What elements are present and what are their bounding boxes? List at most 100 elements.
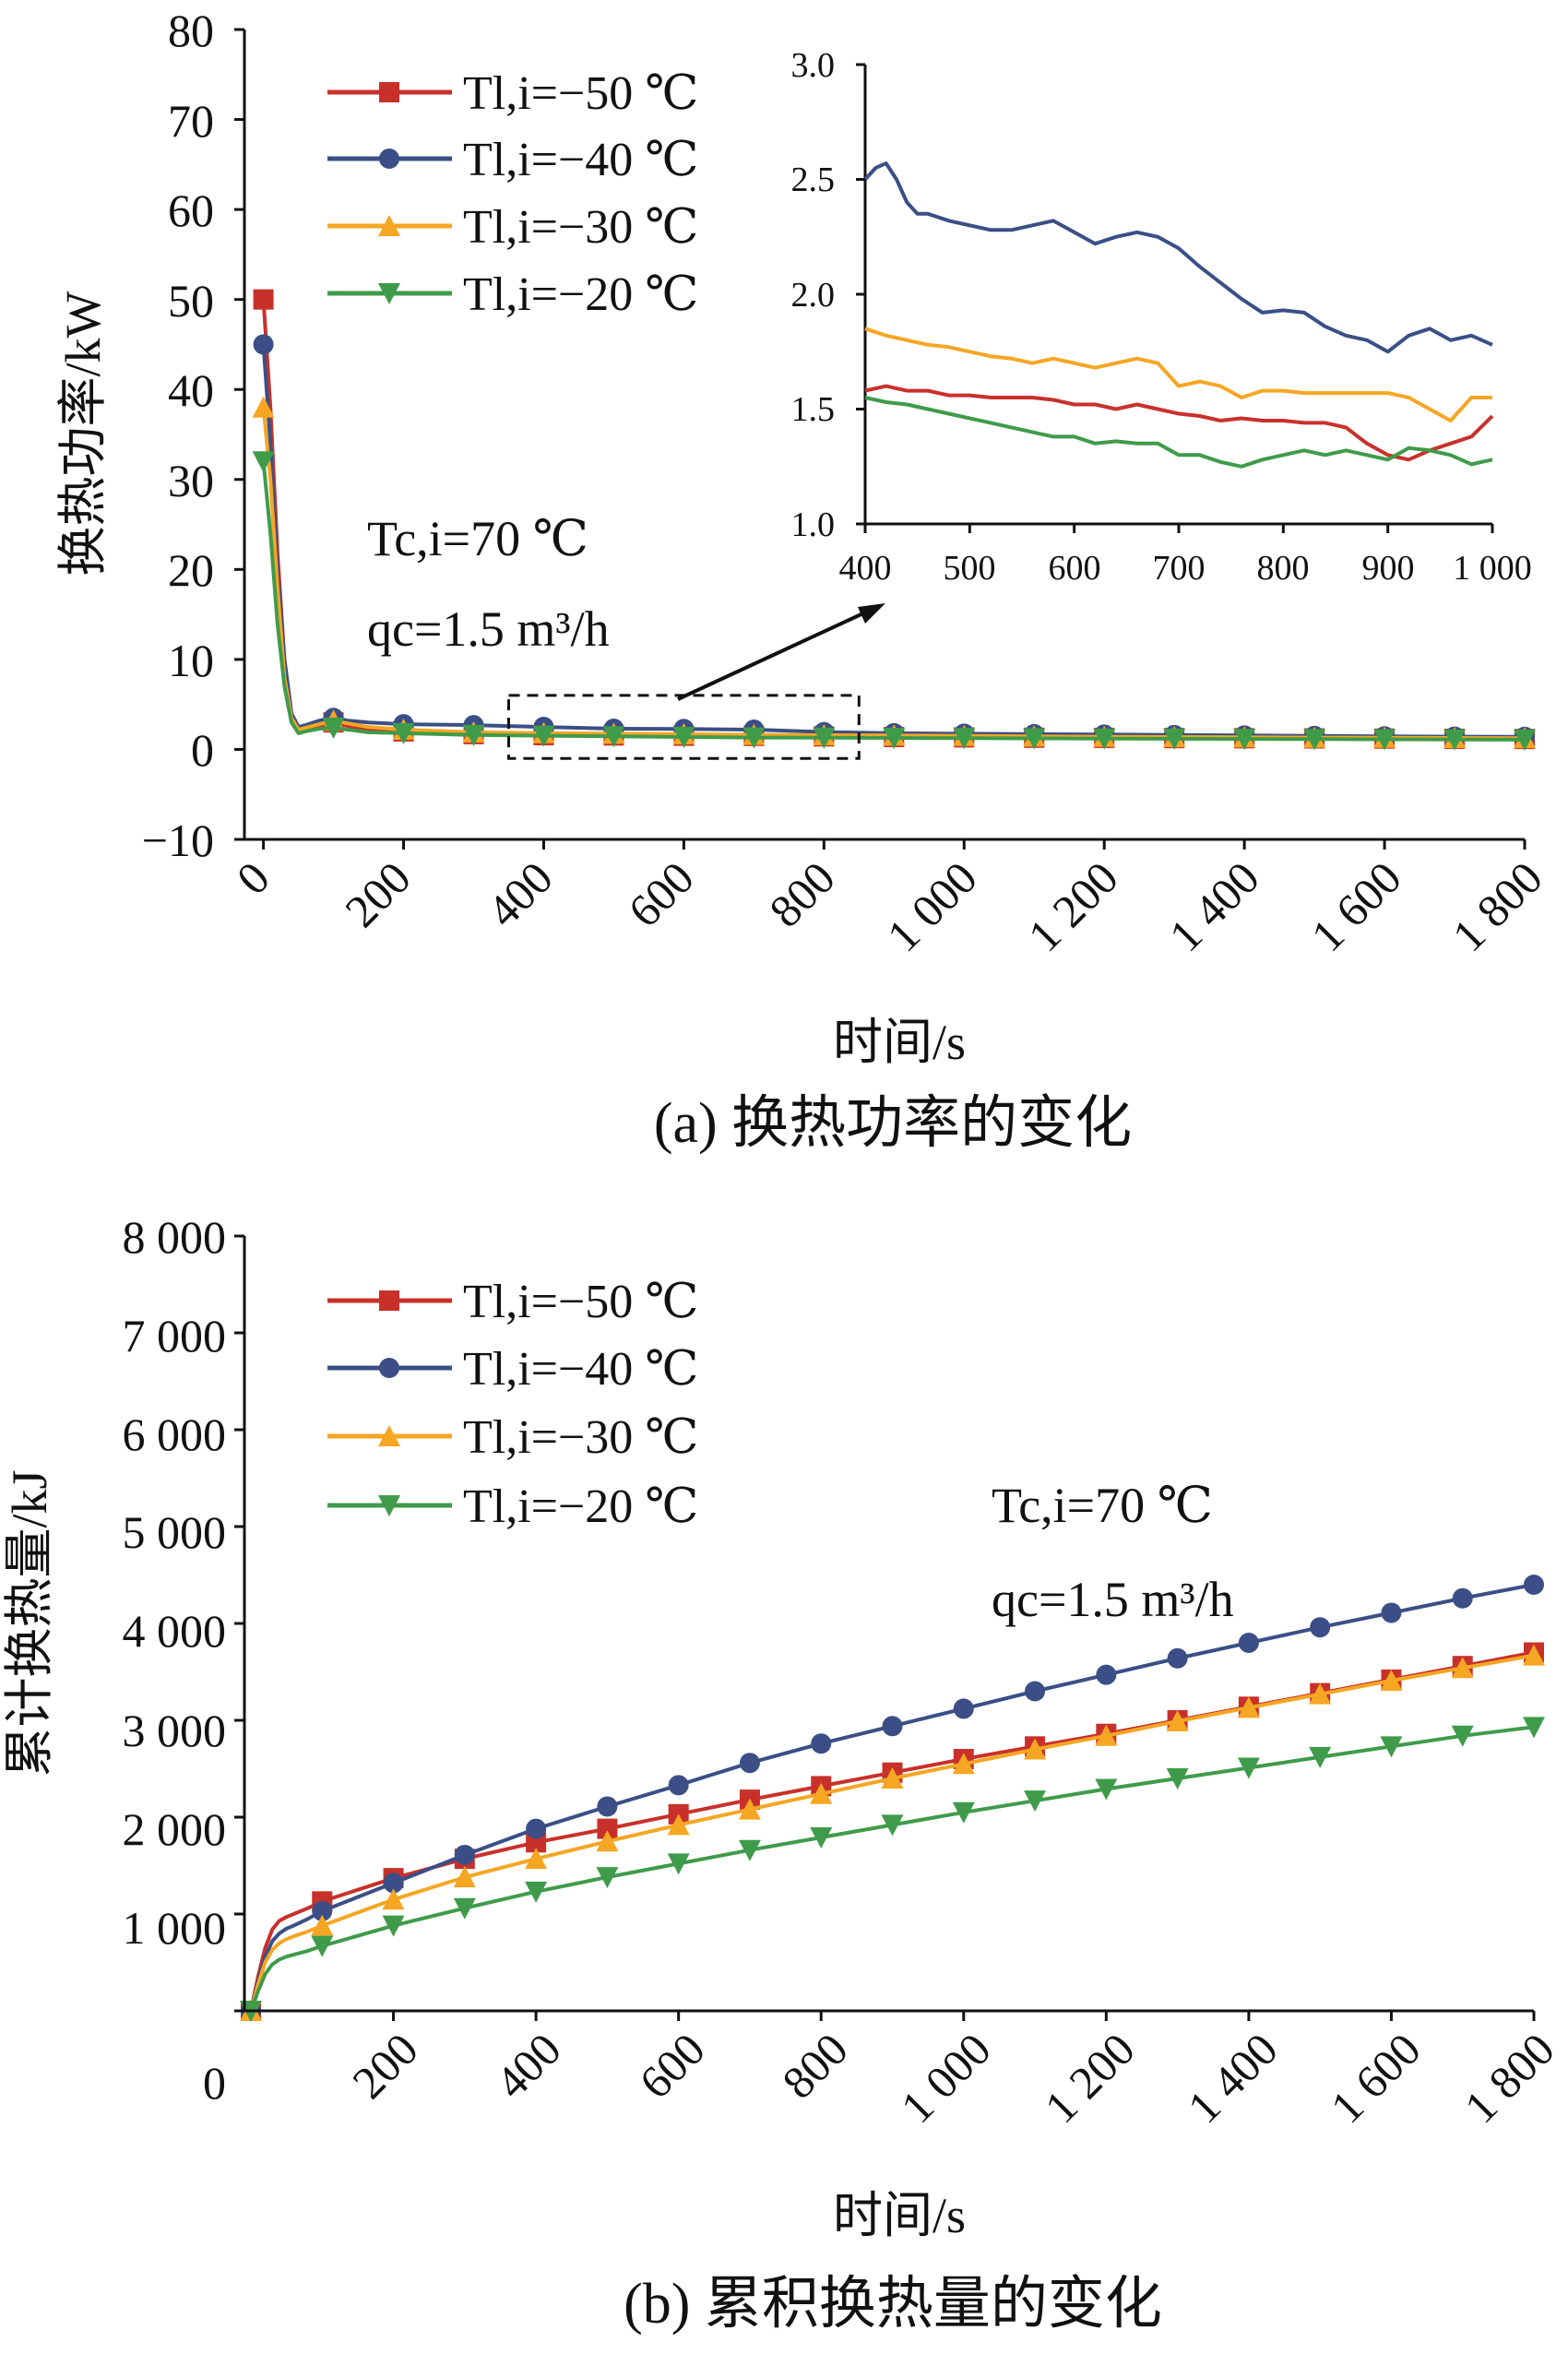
chart-b-annotation-qc: qc=1.5 m³/h xyxy=(992,1572,1234,1627)
data-point-m30 xyxy=(596,1830,619,1852)
data-point-m20 xyxy=(1023,728,1046,750)
data-point-m20 xyxy=(1233,729,1256,751)
data-point-m30 xyxy=(1523,1644,1545,1666)
data-point-m20 xyxy=(1163,728,1186,750)
legend-item-m30: Tl,i=−30 ℃ xyxy=(327,201,698,254)
data-point-m30 xyxy=(1309,1682,1332,1705)
data-point-m40 xyxy=(739,1753,760,1774)
legend-item-m20: Tl,i=−20 ℃ xyxy=(327,268,698,321)
chart-a-y-tick: 50 xyxy=(168,275,214,327)
data-point-m20 xyxy=(1309,1746,1332,1768)
legend-label: Tl,i=−50 ℃ xyxy=(463,67,698,120)
data-point-m50 xyxy=(253,289,274,310)
data-point-m20 xyxy=(252,451,275,473)
data-point-m20 xyxy=(1303,729,1326,751)
circle-marker-icon xyxy=(379,1358,399,1378)
data-point-m30 xyxy=(1380,1669,1403,1691)
series-line-m30 xyxy=(261,407,1526,741)
legend-label: Tl,i=−30 ℃ xyxy=(463,1411,698,1464)
chart-a-y-tick: 10 xyxy=(168,635,214,686)
inset-marks xyxy=(856,63,1494,533)
legend-item-m40: Tl,i=−40 ℃ xyxy=(327,134,698,186)
data-point-m20 xyxy=(1443,729,1467,751)
data-point-m20 xyxy=(322,718,345,740)
chart-a-y-tick-labels: 80 70 60 50 40 30 20 10 0 −10 xyxy=(142,5,214,866)
data-point-m40 xyxy=(454,1844,475,1865)
data-point-m40 xyxy=(1096,1664,1117,1685)
chart-a-x-tick: 600 xyxy=(618,851,704,937)
inset-x-tick: 900 xyxy=(1362,549,1415,588)
chart-a-caption: (a) 换热功率的变化 xyxy=(654,1092,1132,1155)
chart-a-y-tick: −10 xyxy=(142,814,214,866)
chart-b-y-tick: 6 000 xyxy=(123,1409,227,1460)
triangle-down-marker-icon xyxy=(378,1495,400,1516)
triangle-down-marker-icon xyxy=(378,283,400,304)
chart-a-annotation-tc: Tc,i=70 ℃ xyxy=(367,511,588,566)
inset-x-tick: 800 xyxy=(1257,549,1310,588)
square-marker-icon xyxy=(379,1290,399,1311)
data-point-m20 xyxy=(667,1853,690,1875)
chart-a-y-tick: 30 xyxy=(168,455,214,506)
data-point-m20 xyxy=(672,726,695,748)
data-point-m40 xyxy=(253,334,274,355)
legend-item-m40: Tl,i=−40 ℃ xyxy=(327,1343,698,1396)
circle-marker-icon xyxy=(379,149,399,169)
data-point-m30 xyxy=(1237,1696,1260,1718)
chart-a-legend: Tl,i=−50 ℃ Tl,i=−40 ℃ Tl,i=−30 ℃ Tl,i=−2… xyxy=(327,67,698,321)
inset-x-tick: 700 xyxy=(1153,549,1206,588)
chart-b-x-tick: 800 xyxy=(772,2023,858,2109)
data-point-m20 xyxy=(462,724,485,746)
chart-a-y-tick: 40 xyxy=(168,364,214,416)
legend-item-m50: Tl,i=−50 ℃ xyxy=(327,67,698,120)
data-point-m30 xyxy=(252,396,275,418)
legend-item-m50: Tl,i=−50 ℃ xyxy=(327,1276,698,1328)
data-point-m30 xyxy=(311,1914,334,1936)
chart-b-x-tick-labels: 200 400 600 800 1 000 1 200 1 400 1 600 … xyxy=(342,2023,1564,2133)
data-point-m40 xyxy=(1381,1602,1402,1623)
data-point-m20 xyxy=(1523,1717,1545,1739)
data-point-m30 xyxy=(1166,1710,1189,1732)
chart-b-y-tick: 2 000 xyxy=(123,1803,227,1855)
data-point-m40 xyxy=(953,1698,974,1719)
inset-series-line-m50 xyxy=(864,384,1494,462)
data-point-m20 xyxy=(1093,728,1116,750)
chart-a-y-axis-title: 换热功率/kW xyxy=(55,291,111,576)
data-point-m30 xyxy=(952,1753,975,1775)
series-line-m30 xyxy=(249,1653,1535,2012)
inset-y-tick: 3.0 xyxy=(791,46,836,85)
inset-series-line-m30 xyxy=(864,327,1492,422)
data-point-m40 xyxy=(811,1733,832,1754)
chart-a-y-tick: 70 xyxy=(168,95,214,147)
chart-a-inset: 3.0 2.5 2.0 1.5 1.0 400 500 600 700 800 … xyxy=(791,46,1532,588)
data-point-m40 xyxy=(1167,1647,1188,1669)
data-point-m20 xyxy=(952,1801,975,1824)
legend-item-m30: Tl,i=−30 ℃ xyxy=(327,1411,698,1464)
chart-b-y-tick: 3 000 xyxy=(123,1705,227,1756)
inset-series-line-m20 xyxy=(864,396,1493,469)
inset-y-tick: 2.5 xyxy=(791,160,836,199)
data-point-m50 xyxy=(597,1818,618,1839)
data-point-m40 xyxy=(383,1872,404,1894)
chart-b-y-axis-title: 累计换热量/kJ xyxy=(2,1469,57,1777)
data-point-m30 xyxy=(738,1798,761,1820)
legend-label: Tl,i=−20 ℃ xyxy=(463,1480,698,1533)
data-point-m40 xyxy=(312,1900,333,1921)
data-point-m30 xyxy=(1451,1657,1474,1679)
series-line-m20 xyxy=(249,1725,1535,2012)
chart-b-x-tick: 600 xyxy=(629,2023,715,2109)
data-point-m30 xyxy=(1024,1738,1047,1760)
data-point-m20 xyxy=(392,722,415,744)
chart-a-x-tick: 800 xyxy=(759,851,845,937)
data-point-m20 xyxy=(810,1827,833,1849)
chart-a-y-tick: 20 xyxy=(168,544,214,596)
arrow-head-icon xyxy=(858,603,885,624)
data-point-m40 xyxy=(1310,1617,1331,1638)
series-line-m40 xyxy=(249,1583,1535,2012)
chart-a-x-axis-title: 时间/s xyxy=(833,1015,966,1070)
data-point-m20 xyxy=(742,727,766,749)
chart-a-y-tick: 0 xyxy=(191,724,214,776)
chart-a-x-tick: 200 xyxy=(335,851,421,937)
data-point-m20 xyxy=(525,1881,548,1903)
chart-b-x-tick: 1 600 xyxy=(1321,2023,1431,2133)
inset-y-tick: 1.0 xyxy=(791,505,836,544)
